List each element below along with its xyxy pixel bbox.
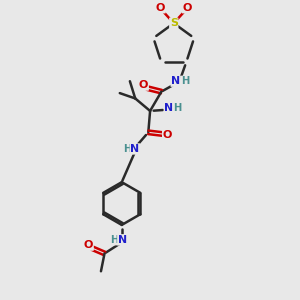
Text: O: O	[163, 130, 172, 140]
Text: H: H	[123, 144, 131, 154]
Text: S: S	[170, 18, 178, 28]
Text: O: O	[84, 240, 93, 250]
Text: N: N	[171, 76, 180, 86]
Text: N: N	[118, 235, 127, 245]
Text: H: H	[181, 76, 189, 86]
Text: N: N	[130, 144, 140, 154]
Text: H: H	[173, 103, 181, 113]
Text: H: H	[110, 235, 119, 245]
Text: O: O	[156, 3, 165, 13]
Text: N: N	[164, 103, 173, 113]
Text: O: O	[139, 80, 148, 90]
Text: O: O	[182, 3, 192, 13]
